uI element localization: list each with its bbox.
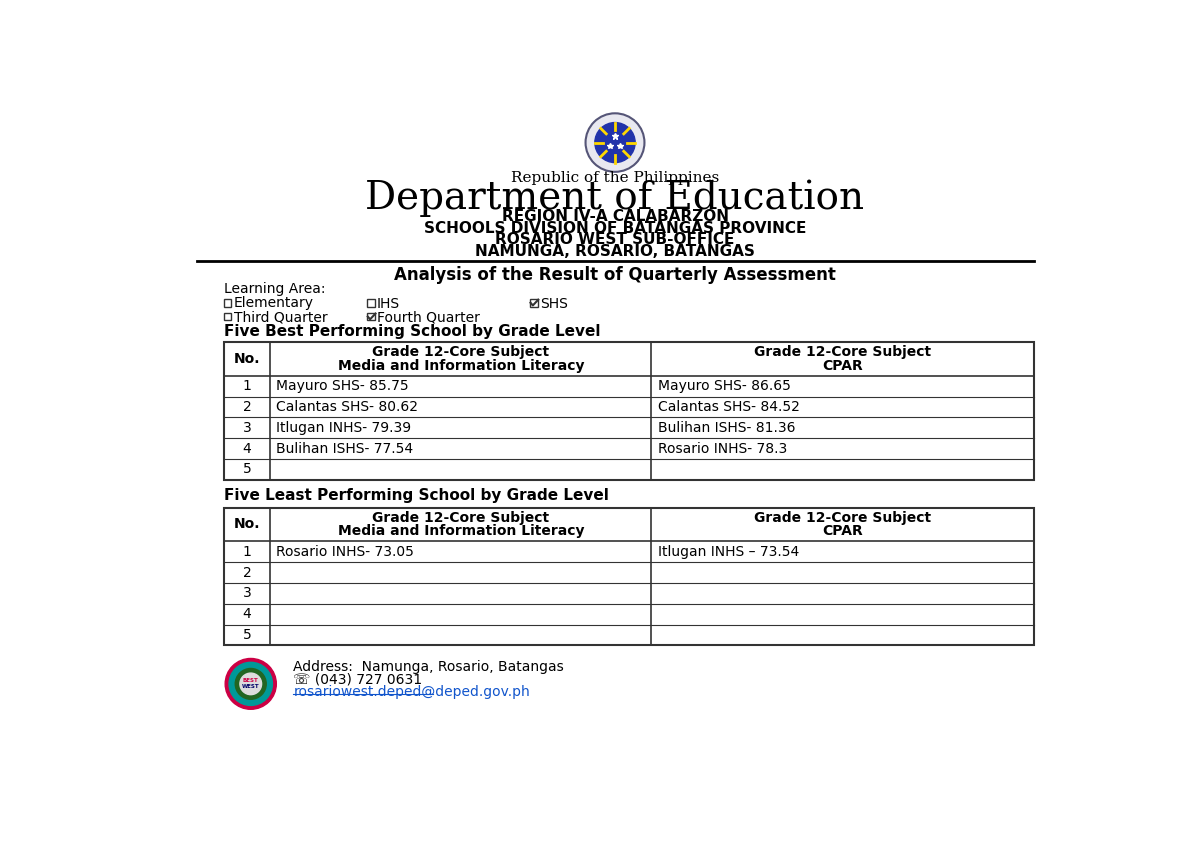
Text: Five Best Performing School by Grade Level: Five Best Performing School by Grade Lev… — [223, 325, 600, 339]
Bar — [367, 298, 374, 307]
Bar — [223, 313, 232, 321]
Text: Analysis of the Result of Quarterly Assessment: Analysis of the Result of Quarterly Asse… — [394, 266, 836, 284]
Text: Department of Education: Department of Education — [366, 179, 864, 217]
Bar — [529, 298, 538, 307]
Text: Address:  Namunga, Rosario, Batangas: Address: Namunga, Rosario, Batangas — [293, 660, 564, 674]
Text: Grade 12-Core Subject: Grade 12-Core Subject — [372, 345, 550, 359]
Bar — [367, 313, 374, 321]
Circle shape — [235, 668, 266, 700]
Text: 2: 2 — [242, 400, 251, 414]
Text: 3: 3 — [242, 587, 251, 600]
Text: SCHOOLS DIVISION OF BATANGAS PROVINCE: SCHOOLS DIVISION OF BATANGAS PROVINCE — [424, 220, 806, 236]
Text: Itlugan INHS- 79.39: Itlugan INHS- 79.39 — [276, 421, 412, 435]
Text: 4: 4 — [242, 607, 251, 622]
Bar — [223, 298, 232, 307]
Text: ROSARIO WEST SUB-OFFICE: ROSARIO WEST SUB-OFFICE — [496, 232, 734, 247]
Text: 5: 5 — [242, 628, 251, 642]
Text: Grade 12-Core Subject: Grade 12-Core Subject — [754, 345, 931, 359]
Circle shape — [229, 662, 272, 706]
Text: Grade 12-Core Subject: Grade 12-Core Subject — [372, 510, 550, 525]
Text: Fourth Quarter: Fourth Quarter — [377, 310, 480, 325]
Text: No.: No. — [234, 352, 260, 366]
Circle shape — [240, 673, 262, 695]
Circle shape — [595, 123, 635, 163]
Bar — [223, 508, 1033, 645]
Text: Media and Information Literacy: Media and Information Literacy — [337, 359, 584, 373]
Text: Learning Area:: Learning Area: — [223, 282, 325, 296]
Text: WEST: WEST — [242, 683, 259, 689]
Text: 3: 3 — [242, 421, 251, 435]
Text: 2: 2 — [242, 566, 251, 580]
Text: Mayuro SHS- 86.65: Mayuro SHS- 86.65 — [658, 379, 791, 393]
Text: Five Least Performing School by Grade Level: Five Least Performing School by Grade Le… — [223, 488, 608, 503]
Text: Mayuro SHS- 85.75: Mayuro SHS- 85.75 — [276, 379, 409, 393]
Text: 4: 4 — [242, 442, 251, 455]
Text: IHS: IHS — [377, 297, 401, 310]
Text: REGION IV-A CALABARZON: REGION IV-A CALABARZON — [502, 209, 728, 224]
Text: SHS: SHS — [540, 297, 568, 310]
Text: Grade 12-Core Subject: Grade 12-Core Subject — [754, 510, 931, 525]
Text: Republic of the Philippines: Republic of the Philippines — [511, 171, 719, 185]
Text: ☏ (043) 727 0631: ☏ (043) 727 0631 — [293, 672, 422, 686]
Text: 5: 5 — [242, 462, 251, 477]
Text: rosariowest.deped@deped.gov.ph: rosariowest.deped@deped.gov.ph — [293, 684, 530, 699]
Text: Rosario INHS- 73.05: Rosario INHS- 73.05 — [276, 544, 414, 559]
Text: 1: 1 — [242, 379, 251, 393]
Text: Third Quarter: Third Quarter — [234, 310, 328, 325]
Text: CPAR: CPAR — [822, 524, 863, 538]
Bar — [223, 342, 1033, 480]
Text: Bulihan ISHS- 81.36: Bulihan ISHS- 81.36 — [658, 421, 796, 435]
Text: No.: No. — [234, 517, 260, 532]
Text: NAMUNGA, ROSARIO, BATANGAS: NAMUNGA, ROSARIO, BATANGAS — [475, 243, 755, 259]
Text: Calantas SHS- 84.52: Calantas SHS- 84.52 — [658, 400, 799, 414]
Text: BEST: BEST — [242, 678, 259, 683]
Text: Rosario INHS- 78.3: Rosario INHS- 78.3 — [658, 442, 787, 455]
Text: Media and Information Literacy: Media and Information Literacy — [337, 524, 584, 538]
Circle shape — [586, 114, 644, 172]
Text: Calantas SHS- 80.62: Calantas SHS- 80.62 — [276, 400, 419, 414]
Text: 1: 1 — [242, 544, 251, 559]
Text: Itlugan INHS – 73.54: Itlugan INHS – 73.54 — [658, 544, 799, 559]
Text: CPAR: CPAR — [822, 359, 863, 373]
Circle shape — [226, 658, 276, 709]
Text: Elementary: Elementary — [234, 297, 313, 310]
Text: Bulihan ISHS- 77.54: Bulihan ISHS- 77.54 — [276, 442, 414, 455]
